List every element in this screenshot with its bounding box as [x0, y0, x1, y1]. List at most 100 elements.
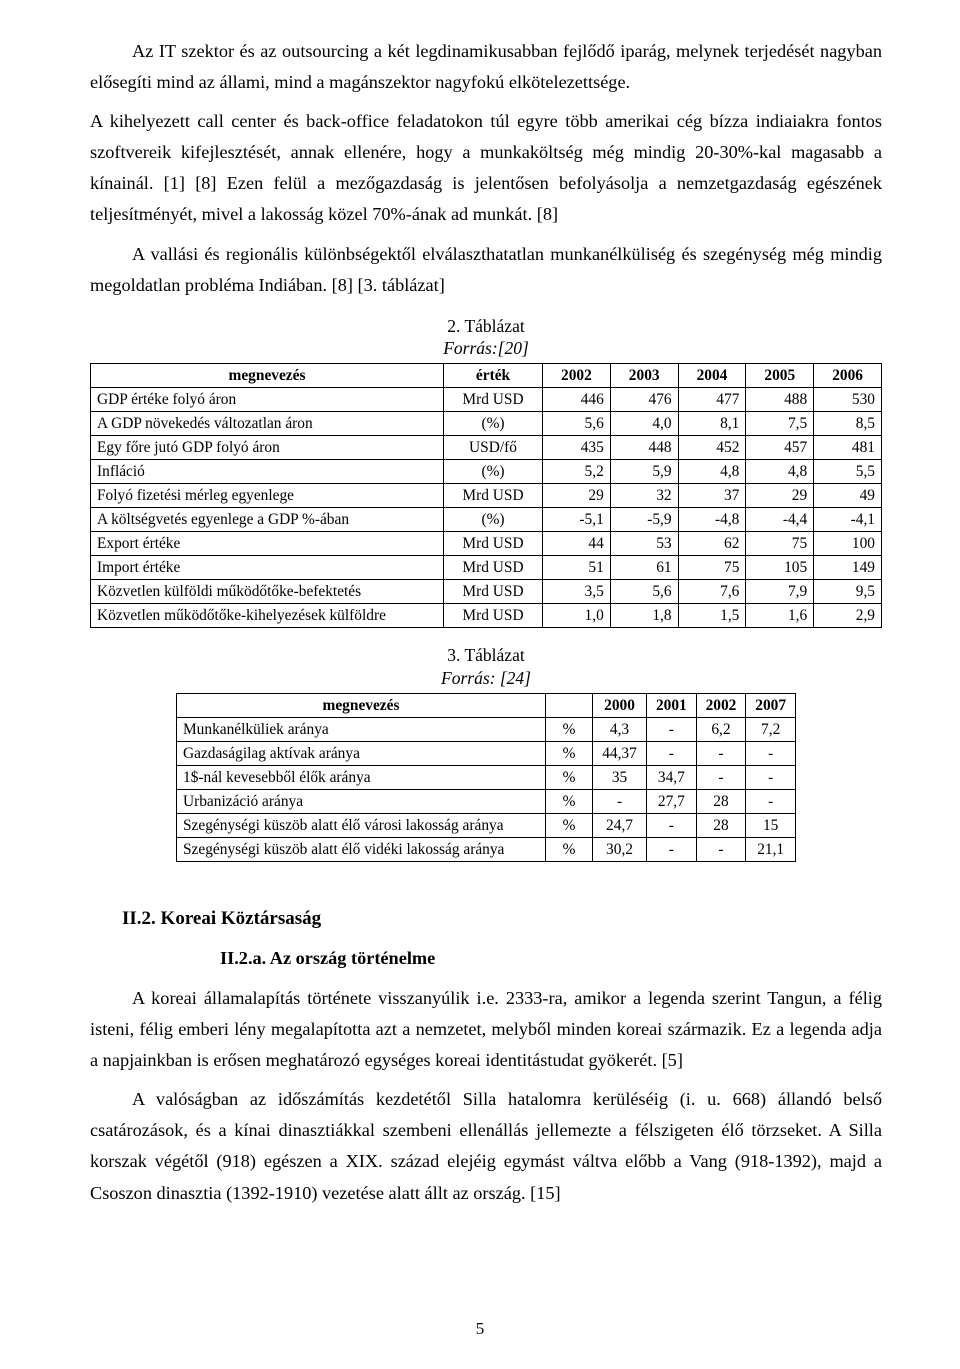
section-heading: II.2. Koreai Köztársaság [122, 908, 882, 930]
table-cell: 5,9 [610, 460, 678, 484]
table-cell: (%) [444, 508, 543, 532]
table-row: Szegénységi küszöb alatt élő vidéki lako… [177, 838, 796, 862]
table-cell: 8,1 [678, 412, 746, 436]
table-cell: 29 [543, 484, 611, 508]
table-cell: - [647, 838, 697, 862]
table-cell: 32 [610, 484, 678, 508]
table-cell: 4,8 [678, 460, 746, 484]
table-row: A GDP növekedés változatlan áron(%)5,64,… [91, 412, 882, 436]
table-cell: Export értéke [91, 532, 444, 556]
col-header: 2004 [678, 364, 746, 388]
table-cell: Mrd USD [444, 604, 543, 628]
table-cell: 1$-nál kevesebből élők aránya [177, 766, 546, 790]
table-cell: 75 [746, 532, 814, 556]
table-cell: Mrd USD [444, 532, 543, 556]
table-cell: (%) [444, 412, 543, 436]
table-cell: 435 [543, 436, 611, 460]
paragraph: A valóságban az időszámítás kezdetétől S… [90, 1084, 882, 1208]
table-cell: 37 [678, 484, 746, 508]
table-cell: Gazdaságilag aktívak aránya [177, 742, 546, 766]
table-cell: 21,1 [746, 838, 796, 862]
table-cell: 4,8 [746, 460, 814, 484]
table-cell: 53 [610, 532, 678, 556]
table-row: 1$-nál kevesebből élők aránya%3534,7-- [177, 766, 796, 790]
table-cell: 27,7 [647, 790, 697, 814]
col-header: megnevezés [91, 364, 444, 388]
table-economic-indicators: megnevezés érték 2002 2003 2004 2005 200… [90, 363, 882, 628]
table-cell: -4,4 [746, 508, 814, 532]
table-cell: 3,5 [543, 580, 611, 604]
table-cell: 7,5 [746, 412, 814, 436]
table-cell: % [546, 766, 593, 790]
table-cell: 5,2 [543, 460, 611, 484]
table-cell: 51 [543, 556, 611, 580]
table-cell: - [746, 742, 796, 766]
table-cell: 7,6 [678, 580, 746, 604]
col-header: 2002 [543, 364, 611, 388]
col-header: 2006 [814, 364, 882, 388]
table-cell: 1,8 [610, 604, 678, 628]
table-cell: 448 [610, 436, 678, 460]
table-cell: % [546, 742, 593, 766]
table-cell: 530 [814, 388, 882, 412]
table-cell: 105 [746, 556, 814, 580]
table-cell: 44,37 [593, 742, 647, 766]
table-cell: % [546, 838, 593, 862]
table-cell: USD/fő [444, 436, 543, 460]
table-cell: - [647, 814, 697, 838]
col-header: érték [444, 364, 543, 388]
table-cell: Urbanizáció aránya [177, 790, 546, 814]
table-cell: 481 [814, 436, 882, 460]
table-cell: -5,1 [543, 508, 611, 532]
table-cell: Mrd USD [444, 556, 543, 580]
table-row: Szegénységi küszöb alatt élő városi lako… [177, 814, 796, 838]
table-row: GDP értéke folyó áronMrd USD446476477488… [91, 388, 882, 412]
table-cell: 4,0 [610, 412, 678, 436]
table-row: Közvetlen külföldi működőtőke-befektetés… [91, 580, 882, 604]
table-cell: Szegénységi küszöb alatt élő vidéki lako… [177, 838, 546, 862]
table-cell: 28 [696, 790, 746, 814]
table-row: Urbanizáció aránya%-27,728- [177, 790, 796, 814]
table-row: A költségvetés egyenlege a GDP %-ában(%)… [91, 508, 882, 532]
table-cell: Közvetlen működőtőke-kihelyezések külföl… [91, 604, 444, 628]
paragraph: A koreai államalapítás története visszan… [90, 983, 882, 1076]
table-row: Infláció(%)5,25,94,84,85,5 [91, 460, 882, 484]
paragraph: A vallási és regionális különbségektől e… [90, 239, 882, 301]
page-number: 5 [0, 1319, 960, 1339]
table-cell: 5,6 [543, 412, 611, 436]
col-header: 2001 [647, 694, 697, 718]
col-header: 2005 [746, 364, 814, 388]
table-cell: 1,5 [678, 604, 746, 628]
table-cell: - [696, 838, 746, 862]
table-cell: 6,2 [696, 718, 746, 742]
table-header-row: megnevezés 2000 2001 2002 2007 [177, 694, 796, 718]
table-cell: 5,5 [814, 460, 882, 484]
table-cell: Folyó fizetési mérleg egyenlege [91, 484, 444, 508]
table-cell: - [593, 790, 647, 814]
table-cell: - [696, 766, 746, 790]
table-cell: 477 [678, 388, 746, 412]
table-cell: 24,7 [593, 814, 647, 838]
table-cell: 30,2 [593, 838, 647, 862]
paragraph: Az IT szektor és az outsourcing a két le… [90, 36, 882, 98]
table-row: Munkanélküliek aránya%4,3-6,27,2 [177, 718, 796, 742]
table-cell: Közvetlen külföldi működőtőke-befektetés [91, 580, 444, 604]
table-row: Export értékeMrd USD44536275100 [91, 532, 882, 556]
table-cell: 62 [678, 532, 746, 556]
table-cell: -5,9 [610, 508, 678, 532]
table-cell: - [647, 742, 697, 766]
col-header: 2003 [610, 364, 678, 388]
table-cell: 28 [696, 814, 746, 838]
table-cell: Egy főre jutó GDP folyó áron [91, 436, 444, 460]
table-cell: Mrd USD [444, 580, 543, 604]
table-cell: 75 [678, 556, 746, 580]
table-cell: 29 [746, 484, 814, 508]
table-cell: - [746, 790, 796, 814]
table-cell: 44 [543, 532, 611, 556]
table-source: Forrás:[20] [90, 338, 882, 359]
col-header [546, 694, 593, 718]
table-source: Forrás: [24] [90, 668, 882, 689]
table-cell: Mrd USD [444, 388, 543, 412]
table-cell: 2,9 [814, 604, 882, 628]
table-row: Egy főre jutó GDP folyó áronUSD/fő435448… [91, 436, 882, 460]
